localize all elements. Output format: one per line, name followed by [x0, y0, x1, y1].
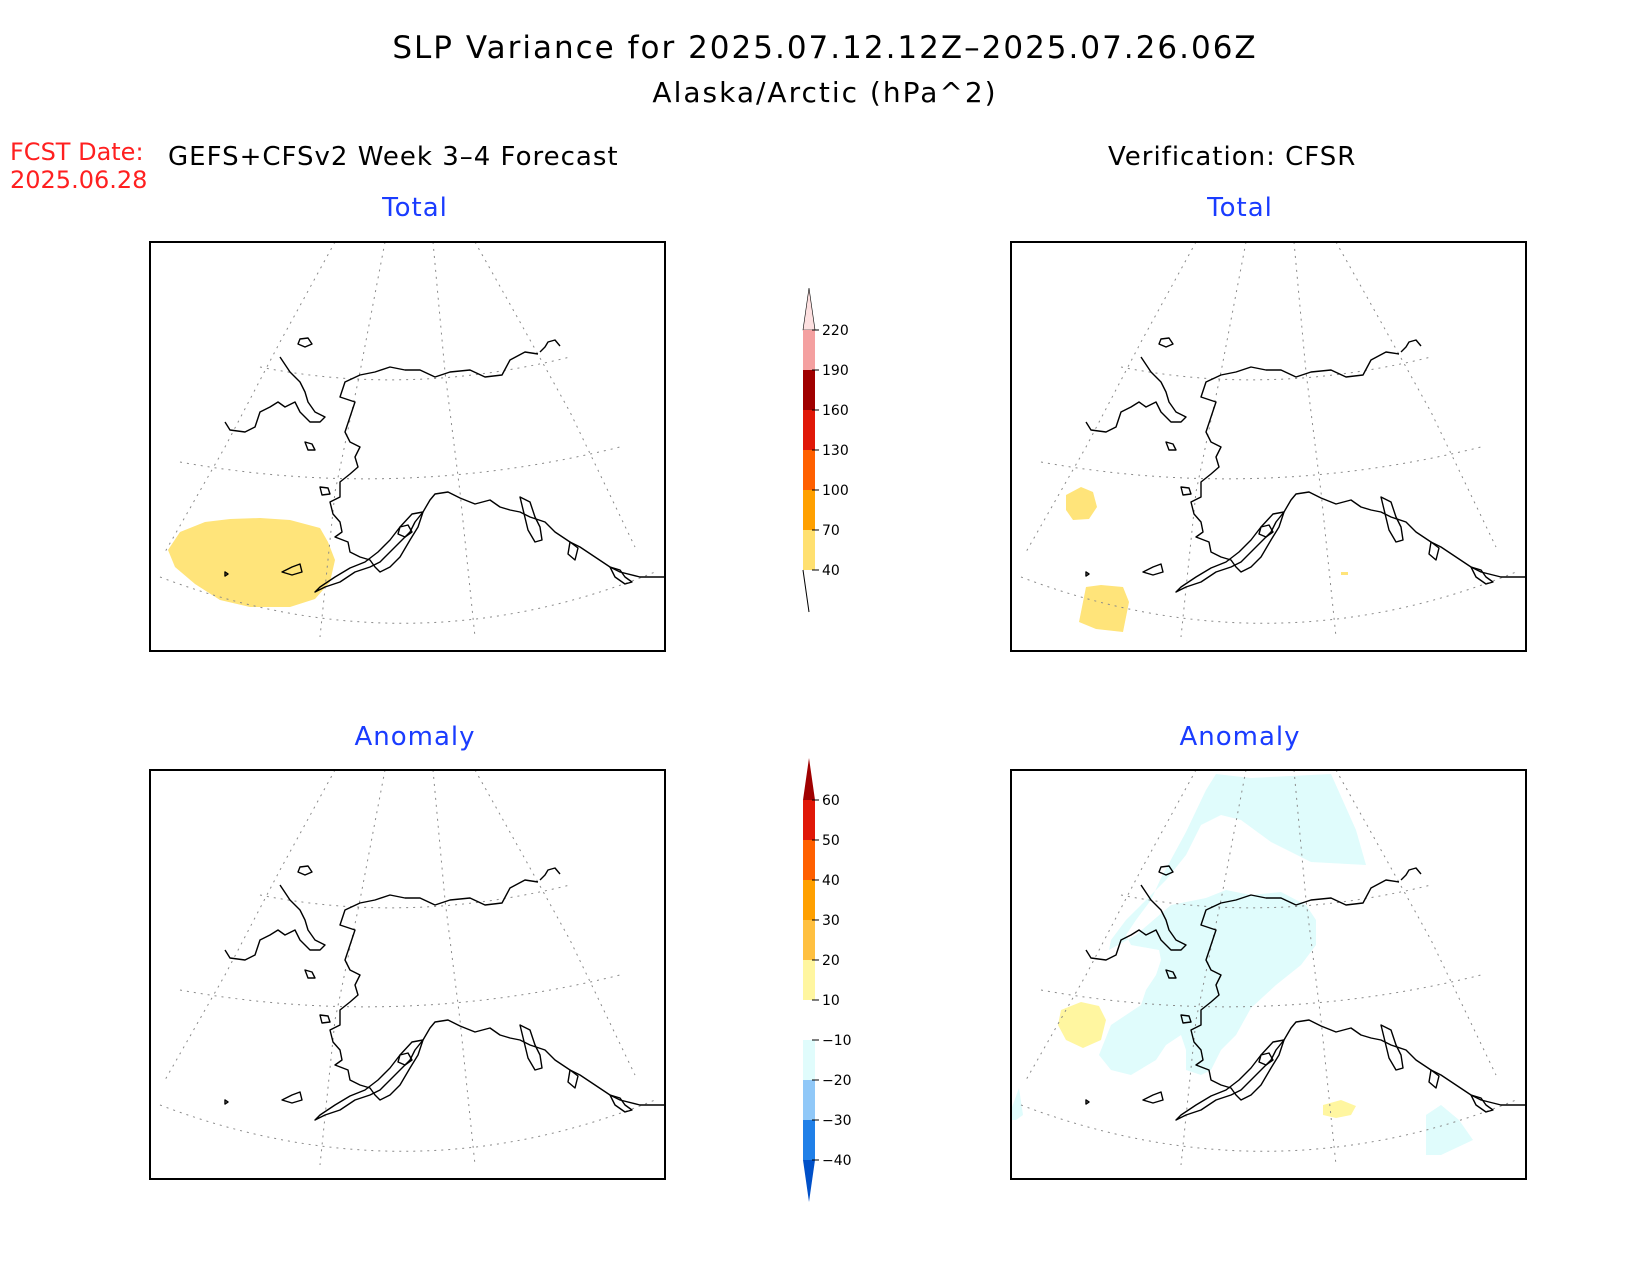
- verification-anomaly-shade-pos-gulf: [1323, 1100, 1356, 1118]
- total-colorbar-label: 160: [822, 403, 849, 419]
- total-colorbar-box: [803, 370, 815, 410]
- figure-title: SLP Variance for 2025.07.12.12Z–2025.07.…: [392, 30, 1258, 66]
- verification-anomaly-shade-pos-west: [1058, 1002, 1106, 1048]
- total-colorbar-label: 100: [822, 483, 849, 499]
- forecast-total-title: Total: [382, 193, 448, 223]
- total-colorbar-box: [803, 450, 815, 490]
- anomaly-colorbar-label: −20: [822, 1073, 852, 1089]
- total-colorbar-cap-bottom: [802, 569, 810, 613]
- anomaly-colorbar-label: 50: [822, 833, 840, 849]
- verification-total-shade-gulf: [1341, 572, 1348, 575]
- anomaly-colorbar-box: [803, 1040, 815, 1080]
- forecast-total-shade-40-70: [168, 518, 335, 607]
- verification-anomaly-panel: [1010, 769, 1527, 1180]
- total-colorbar-label: 190: [822, 363, 849, 379]
- anomaly-colorbar-label: −30: [822, 1113, 852, 1129]
- anomaly-colorbar-cap-bottom: [803, 1160, 815, 1202]
- anomaly-colorbar-box: [803, 1080, 815, 1120]
- figure-subtitle: Alaska/Arctic (hPa^2): [652, 76, 998, 109]
- anomaly-colorbar-cap-top: [803, 758, 815, 800]
- total-colorbar-label: 70: [822, 523, 840, 539]
- verification-total-title: Total: [1207, 193, 1273, 223]
- forecast-total-frame: [149, 241, 666, 652]
- anomaly-colorbar-label: 60: [822, 793, 840, 809]
- anomaly-colorbar-box: [803, 1120, 815, 1160]
- forecast-anomaly-frame: [149, 769, 666, 1180]
- total-colorbar-cap-top: [802, 287, 816, 331]
- verification-total-panel: [1010, 241, 1527, 652]
- verification-anomaly-shade-left-edge: [1011, 1088, 1023, 1120]
- verification-anomaly-title: Anomaly: [1179, 722, 1301, 752]
- forecast-date-value: 2025.06.28: [10, 166, 148, 194]
- anomaly-colorbar-label: −40: [822, 1153, 852, 1169]
- verification-total-shade-west: [1066, 487, 1097, 520]
- total-colorbar-box: [803, 490, 815, 530]
- total-colorbar-label: 220: [822, 323, 849, 339]
- anomaly-colorbar-label: −10: [822, 1033, 852, 1049]
- verification-anomaly-shade-se: [1426, 1105, 1473, 1155]
- anomaly-colorbar-label: 40: [822, 873, 840, 889]
- anomaly-colorbar: 60 50 40 30 20 10 −10 −20 −30 −40: [803, 758, 852, 1202]
- forecast-date-label: FCST Date:: [10, 138, 144, 166]
- verification-anomaly-shade-arctic: [1099, 774, 1366, 1075]
- anomaly-colorbar-label: 20: [822, 953, 840, 969]
- forecast-date: FCST Date: 2025.06.28: [10, 138, 147, 194]
- total-colorbar-label: 40: [822, 563, 840, 579]
- total-colorbar-box: [803, 330, 815, 370]
- total-colorbar: 220 190 160 130 100 70 40: [802, 287, 849, 613]
- anomaly-colorbar-box: [803, 960, 815, 1000]
- verification-anomaly-frame: [1010, 769, 1527, 1180]
- forecast-anomaly-panel: [149, 769, 666, 1180]
- anomaly-colorbar-label: 30: [822, 913, 840, 929]
- verification-total-shade-aleutian: [1079, 585, 1129, 632]
- forecast-total-panel: [149, 241, 666, 652]
- anomaly-colorbar-box: [803, 840, 815, 880]
- total-colorbar-label: 130: [822, 443, 849, 459]
- total-colorbar-box: [803, 410, 815, 450]
- verification-header: Verification: CFSR: [1108, 142, 1357, 172]
- anomaly-colorbar-box: [803, 880, 815, 920]
- anomaly-colorbar-box: [803, 1000, 815, 1040]
- anomaly-colorbar-box: [803, 800, 815, 840]
- anomaly-colorbar-box: [803, 920, 815, 960]
- total-colorbar-box: [803, 530, 815, 570]
- forecast-header: GEFS+CFSv2 Week 3–4 Forecast: [168, 142, 619, 172]
- anomaly-colorbar-label: 10: [822, 993, 840, 1009]
- forecast-anomaly-title: Anomaly: [354, 722, 476, 752]
- verification-total-frame: [1010, 241, 1527, 652]
